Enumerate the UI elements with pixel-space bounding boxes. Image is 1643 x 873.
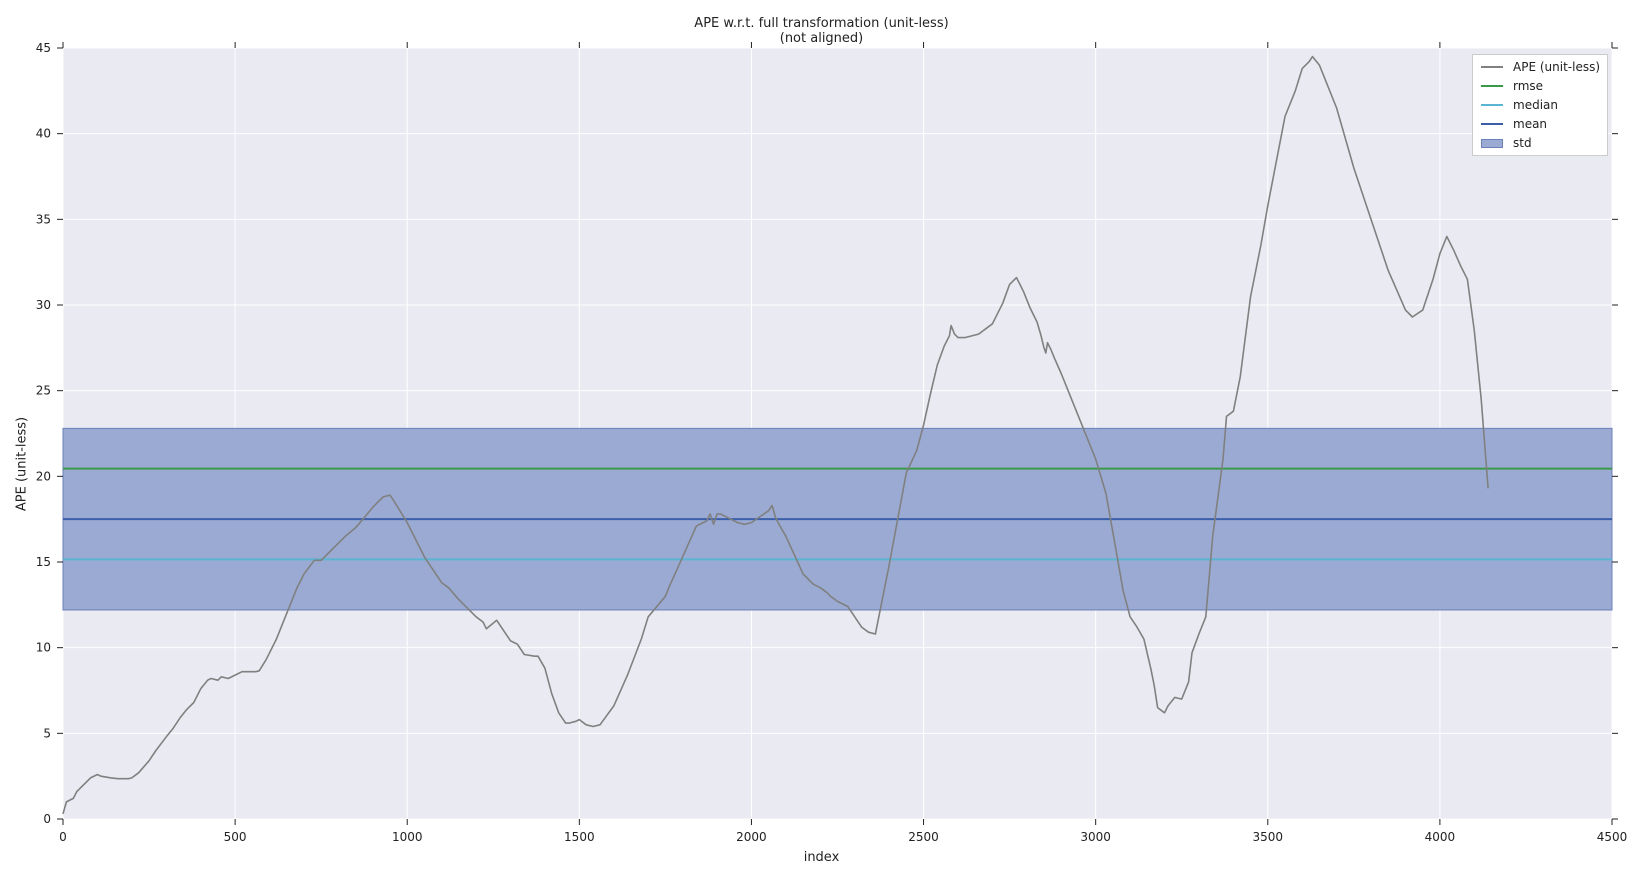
legend-label-ape: APE (unit-less) (1513, 60, 1601, 74)
legend-swatch-std (1481, 138, 1503, 148)
y-axis-label: APE (unit-less) (14, 416, 30, 512)
x-tick-label: 4500 (1597, 830, 1628, 844)
y-tick-label: 20 (36, 469, 51, 483)
legend-item-rmse: rmse (1481, 78, 1543, 94)
x-tick-label: 1500 (564, 830, 595, 844)
y-tick-label: 30 (36, 298, 51, 312)
y-tick-label: 0 (43, 812, 51, 826)
x-tick-label: 3000 (1080, 830, 1111, 844)
x-tick-label: 3500 (1253, 830, 1284, 844)
legend-swatch-rmse (1481, 85, 1503, 87)
legend-item-std: std (1481, 135, 1532, 151)
legend-swatch-median (1481, 104, 1503, 106)
y-tick-label: 45 (36, 41, 51, 55)
legend-item-median: median (1481, 97, 1558, 113)
y-tick-label: 25 (36, 384, 51, 398)
x-tick-label: 0 (59, 830, 67, 844)
y-tick-label: 35 (36, 212, 51, 226)
x-tick-label: 2500 (908, 830, 939, 844)
legend: APE (unit-less) rmse median mean std (1472, 54, 1608, 156)
x-tick-label: 4000 (1425, 830, 1456, 844)
x-axis-label: index (803, 850, 840, 865)
y-tick-label: 40 (36, 127, 51, 141)
legend-label-std: std (1513, 136, 1532, 150)
x-tick-label: 1000 (392, 830, 423, 844)
chart-title: APE w.r.t. full transformation (unit-les… (694, 16, 949, 31)
y-tick-label: 10 (36, 641, 51, 655)
legend-label-median: median (1513, 98, 1558, 112)
chart-subtitle: (not aligned) (779, 31, 864, 46)
y-tick-label: 15 (36, 555, 51, 569)
y-tick-label: 5 (43, 726, 51, 740)
x-tick-label: 2000 (736, 830, 767, 844)
legend-swatch-mean (1481, 123, 1503, 125)
legend-label-mean: mean (1513, 117, 1548, 131)
legend-label-rmse: rmse (1513, 79, 1544, 93)
legend-swatch-ape (1481, 66, 1503, 68)
ape-series-line (62, 55, 1489, 815)
x-tick-label: 500 (224, 830, 247, 844)
legend-item-mean: mean (1481, 116, 1547, 132)
legend-item-ape: APE (unit-less) (1481, 59, 1600, 75)
